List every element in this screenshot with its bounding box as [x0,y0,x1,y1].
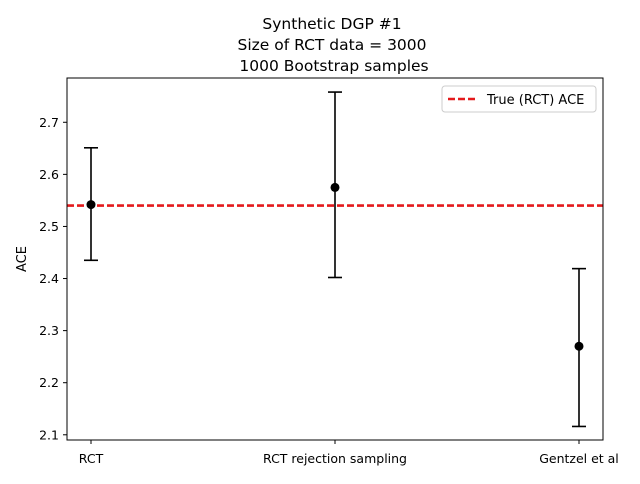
plot-area: 2.1 2.2 2.3 2.4 2.5 2.6 2.7 RCT RCT rejection sa… [39,91,619,466]
chart-title: Synthetic DGP #1 Size of RCT data = 3000… [237,15,428,75]
title-line-1: Synthetic DGP #1 [262,15,401,33]
y-tick-label: 2.1 [39,427,59,442]
title-line-2: Size of RCT data = 3000 [237,36,426,54]
x-tick-label: RCT rejection sampling [263,451,407,466]
x-tick-label: RCT [79,451,104,466]
title-line-3: 1000 Bootstrap samples [239,57,428,75]
data-point [86,200,96,210]
axes-frame [66,77,604,441]
y-tick-label: 2.6 [39,167,59,182]
y-tick-label: 2.7 [39,115,59,130]
y-tick-label: 2.2 [39,375,59,390]
y-axis-label: ACE [15,246,30,272]
y-tick-label: 2.3 [39,323,59,338]
y-tick-label: 2.4 [39,271,59,286]
legend-label: True (RCT) ACE [486,93,584,108]
legend: True (RCT) ACE [441,85,597,113]
x-tick-label: Gentzel et al [539,451,619,466]
data-point [574,341,584,351]
legend-box [441,85,597,113]
y-tick-label: 2.5 [39,219,59,234]
data-point [330,182,340,192]
